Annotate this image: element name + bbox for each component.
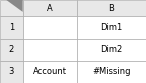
Text: #Missing: #Missing — [92, 67, 131, 76]
Text: A: A — [47, 4, 53, 13]
Bar — [77, 17, 146, 39]
Text: Account: Account — [33, 67, 67, 76]
Polygon shape — [6, 0, 23, 12]
Bar — [77, 39, 146, 61]
Text: 2: 2 — [9, 45, 14, 54]
Bar — [77, 61, 146, 83]
Text: Dim2: Dim2 — [100, 45, 122, 54]
Bar — [0, 0, 23, 17]
Bar — [0, 17, 23, 39]
Text: Dim1: Dim1 — [100, 23, 122, 32]
Text: B: B — [108, 4, 114, 13]
Bar — [23, 61, 77, 83]
Text: 1: 1 — [9, 23, 14, 32]
Bar — [23, 39, 77, 61]
Bar — [23, 17, 77, 39]
Bar — [23, 0, 77, 17]
Bar — [77, 0, 146, 17]
Bar — [0, 61, 23, 83]
Text: 3: 3 — [9, 67, 14, 76]
Bar — [0, 39, 23, 61]
